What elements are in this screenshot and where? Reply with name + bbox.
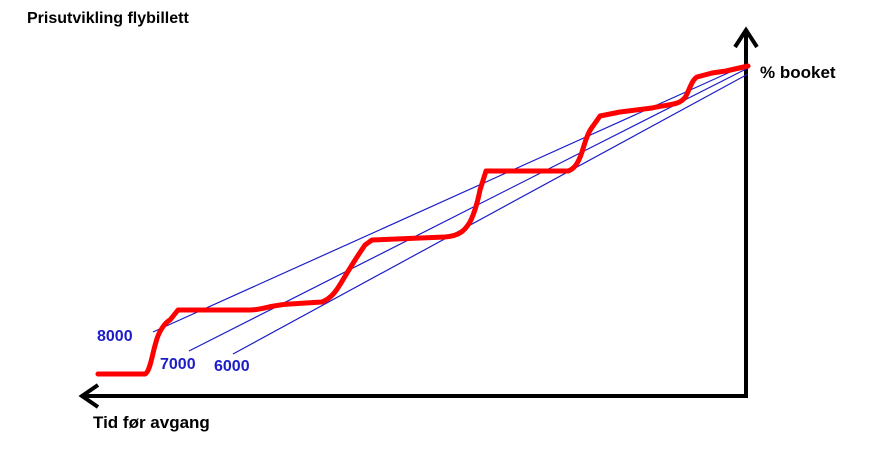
reference-line-6000 [232,73,749,355]
price-curve [95,63,751,377]
axes [78,26,759,409]
y-axis-label: % booket [760,63,836,82]
diagram-title: Prisutvikling flybillett [27,10,189,27]
reference-line-label-6000: 6000 [214,358,250,375]
y-axis-arrowhead [733,26,759,49]
x-axis-label: Tid før avgang [93,413,210,432]
x-axis-arrowhead [78,383,100,409]
reference-line-label-7000: 7000 [160,356,196,373]
reference-line-label-8000: 8000 [97,328,133,345]
